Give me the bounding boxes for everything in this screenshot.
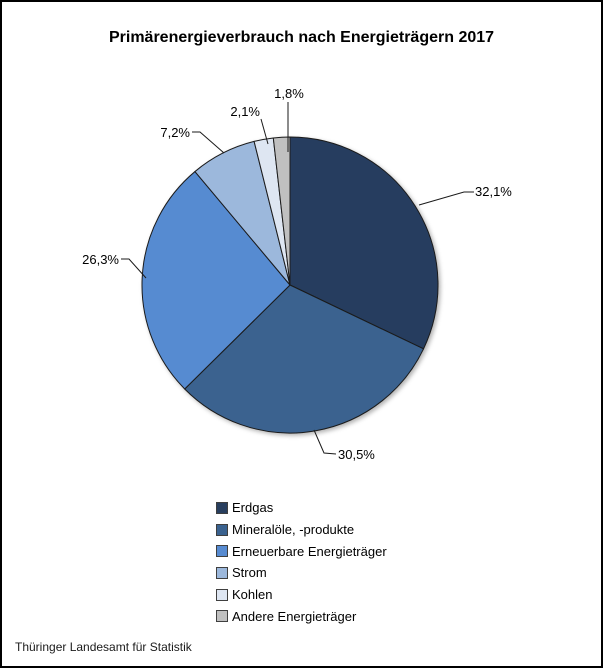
legend-label: Mineralöle, -produkte xyxy=(232,522,355,538)
legend-item-strom: Strom xyxy=(216,562,387,584)
pie-slices xyxy=(141,136,439,434)
legend-label: Erdgas xyxy=(232,500,274,516)
slice-percent-label: 1,8% xyxy=(274,86,304,101)
legend-item-andere: Andere Energieträger xyxy=(216,605,387,627)
source-note: Thüringer Landesamt für Statistik xyxy=(15,640,192,654)
legend-swatch xyxy=(216,566,228,579)
slice-percent-label: 2,1% xyxy=(230,104,260,119)
slice-percent-label: 32,1% xyxy=(475,184,512,199)
legend-swatch xyxy=(216,545,228,558)
slice-percent-label: 30,5% xyxy=(338,447,375,462)
label-leader-line xyxy=(121,258,147,279)
legend-item-kohlen: Kohlen xyxy=(216,584,387,606)
legend-label: Strom xyxy=(232,565,267,581)
legend-label: Andere Energieträger xyxy=(232,608,357,624)
chart-title: Primärenergieverbrauch nach Energieträge… xyxy=(108,29,495,46)
legend-item-mineraloele: Mineralöle, -produkte xyxy=(216,519,387,541)
legend-swatch xyxy=(216,523,228,536)
label-leader-line xyxy=(260,118,269,145)
slice-percent-label: 26,3% xyxy=(82,252,119,267)
pie-slice-erdgas xyxy=(289,136,439,350)
legend-swatch xyxy=(216,588,228,601)
legend-swatch xyxy=(216,610,228,623)
pie-slice-andere xyxy=(272,136,291,286)
legend-label: Erneuerbare Energieträger xyxy=(232,543,387,559)
legend-swatch xyxy=(216,501,228,514)
legend: Erdgas Mineralöle, -produkte Erneuerbare E… xyxy=(216,497,387,627)
label-leader-line xyxy=(418,191,474,206)
label-leader-line xyxy=(192,131,225,154)
slice-percent-label: 7,2% xyxy=(160,125,190,140)
pie-slice-erneuerbare xyxy=(141,171,291,390)
label-leader-line xyxy=(313,429,337,455)
legend-item-erneuerbare: Erneuerbare Energieträger xyxy=(216,540,387,562)
legend-item-erdgas: Erdgas xyxy=(216,497,387,519)
legend-label: Kohlen xyxy=(232,587,273,603)
